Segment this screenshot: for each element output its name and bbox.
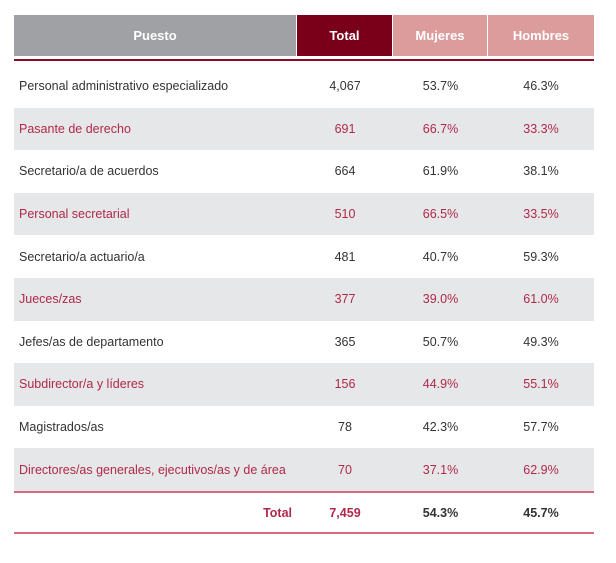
cell-hombres: 46.3% (523, 79, 559, 94)
cell-puesto: Directores/as generales, ejecutivos/as y… (19, 462, 286, 477)
table-row: Secretario/a actuario/a 481 40.7% 59.3% (14, 235, 594, 278)
cell-total: 365 (334, 334, 356, 349)
header-total: Total (297, 15, 392, 56)
cell-hombres: 59.3% (523, 249, 559, 264)
table-body: Personal administrativo especializado 4,0… (14, 65, 594, 491)
cell-total: 691 (334, 121, 356, 136)
cell-puesto: Personal secretarial (19, 207, 130, 222)
table-row: Personal secretarial 510 66.5% 33.5% (14, 192, 594, 236)
header-hombres: Hombres (488, 15, 594, 56)
cell-mujeres: 66.7% (422, 121, 459, 136)
total-label: Total (263, 505, 292, 520)
cell-hombres: 38.1% (523, 164, 559, 179)
cell-total: 156 (334, 377, 356, 392)
table-row: Pasante de derecho 691 66.7% 33.3% (14, 107, 594, 151)
cell-mujeres: 66.5% (422, 207, 459, 222)
cell-hombres: 62.9% (523, 462, 559, 477)
table-row: Secretario/a de acuerdos 664 61.9% 38.1% (14, 150, 594, 193)
cell-total: 70 (338, 462, 352, 477)
total-hombres: 45.7% (523, 505, 559, 520)
header-puesto: Puesto (14, 15, 296, 56)
cell-total: 481 (334, 249, 356, 264)
cell-hombres: 57.7% (523, 420, 559, 435)
cell-total: 4,067 (329, 79, 361, 94)
header-divider (14, 59, 594, 61)
cell-puesto: Jefes/as de departamento (19, 334, 164, 349)
cell-hombres: 49.3% (523, 334, 559, 349)
cell-hombres: 33.5% (523, 207, 559, 222)
cell-puesto: Secretario/a actuario/a (19, 249, 145, 264)
table-row: Personal administrativo especializado 4,0… (14, 65, 594, 108)
cell-puesto: Magistrados/as (19, 420, 104, 435)
cell-hombres: 33.3% (523, 121, 559, 136)
total-value: 7,459 (329, 505, 361, 520)
header-mujeres: Mujeres (393, 15, 487, 56)
cell-puesto: Secretario/a de acuerdos (19, 164, 159, 179)
cell-mujeres: 42.3% (422, 420, 459, 435)
cell-mujeres: 39.0% (422, 292, 459, 307)
cell-puesto: Subdirector/a y líderes (19, 377, 145, 392)
cell-hombres: 61.0% (523, 292, 559, 307)
table-row: Subdirector/a y líderes 156 44.9% 55.1% (14, 363, 594, 406)
cell-total: 78 (338, 420, 352, 435)
cell-puesto: Pasante de derecho (19, 121, 131, 136)
cell-mujeres: 44.9% (422, 377, 459, 392)
cell-mujeres: 53.7% (422, 79, 459, 94)
cell-hombres: 55.1% (523, 377, 559, 392)
cell-mujeres: 37.1% (422, 462, 459, 477)
cell-puesto: Personal administrativo especializado (19, 79, 229, 94)
cell-mujeres: 50.7% (422, 334, 459, 349)
cell-puesto: Jueces/zas (19, 292, 82, 307)
total-mujeres: 54.3% (422, 505, 459, 520)
total-divider-top (14, 491, 594, 493)
cell-mujeres: 61.9% (422, 164, 459, 179)
table-row: Magistrados/as 78 42.3% 57.7% (14, 406, 594, 449)
cell-total: 664 (334, 164, 356, 179)
table-row: Directores/as generales, ejecutivos/as y… (14, 448, 594, 491)
total-divider-bottom (14, 532, 594, 534)
cell-total: 377 (334, 292, 356, 307)
total-row: Total 7,459 54.3% 45.7% (14, 492, 594, 533)
table-row: Jefes/as de departamento 365 50.7% 49.3% (14, 321, 594, 364)
cell-total: 510 (334, 207, 356, 222)
table-row: Jueces/zas 377 39.0% 61.0% (14, 277, 594, 321)
cell-mujeres: 40.7% (422, 249, 459, 264)
